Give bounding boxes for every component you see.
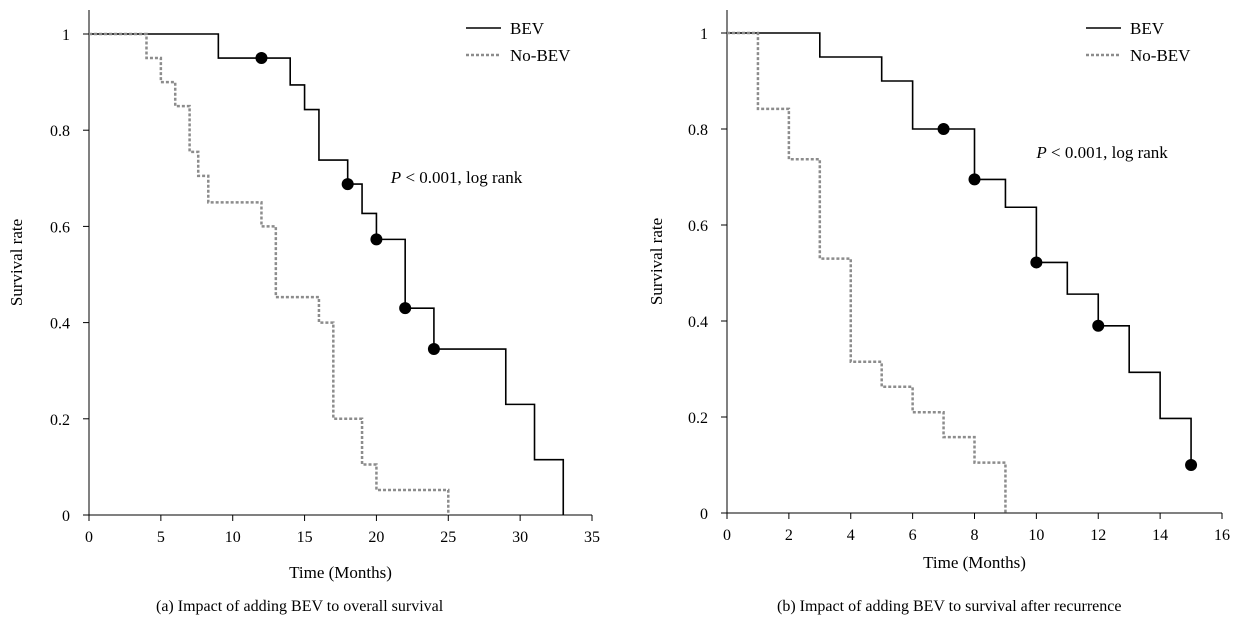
y-tick-label: 0.8 bbox=[50, 123, 70, 140]
y-tick-label: 0.8 bbox=[688, 122, 708, 139]
x-tick-label: 6 bbox=[909, 527, 917, 544]
x-tick-label: 10 bbox=[1028, 527, 1044, 544]
x-tick-label: 0 bbox=[723, 527, 731, 544]
x-tick-label: 12 bbox=[1090, 527, 1106, 544]
panel-b: 0 2 4 6 8 10 12 14 16 0 0.2 0.4 0.6 0.8 1 Time (Months)… bbox=[647, 10, 1230, 572]
censor-marker bbox=[1092, 319, 1105, 332]
series-line-bev bbox=[89, 33, 565, 515]
p-value-text: < 0.001, log rank bbox=[1047, 143, 1169, 162]
x-tick-label: 10 bbox=[225, 529, 241, 546]
y-tick-label: 0.4 bbox=[50, 316, 70, 333]
series-line-no-bev bbox=[89, 32, 450, 515]
caption-b: (b) Impact of adding BEV to survival aft… bbox=[777, 598, 1122, 615]
y-tick-label: 1 bbox=[700, 26, 708, 43]
p-value-text: < 0.001, log rank bbox=[401, 168, 523, 187]
x-tick-label: 14 bbox=[1152, 527, 1168, 544]
y-axis-label: Survival rate bbox=[7, 219, 26, 306]
x-tick-label: 16 bbox=[1214, 527, 1230, 544]
legend-label-bev: BEV bbox=[1130, 19, 1165, 38]
x-tick-label: 2 bbox=[785, 527, 793, 544]
y-tick-label: 0 bbox=[62, 508, 70, 525]
censor-marker bbox=[427, 343, 440, 356]
y-tick-label: 0.4 bbox=[688, 314, 708, 331]
x-axis-label: Time (Months) bbox=[923, 553, 1026, 572]
x-tick-label: 30 bbox=[512, 529, 528, 546]
x-tick-label: 20 bbox=[368, 529, 384, 546]
p-value-annotation: P < 0.001, log rank bbox=[1035, 143, 1168, 162]
x-tick-label: 25 bbox=[440, 529, 456, 546]
x-tick-label: 0 bbox=[85, 529, 93, 546]
panel-a: 0 5 10 15 20 25 30 35 0 0.2 0.4 0.6 0.8 1 Time (Months… bbox=[7, 10, 600, 582]
x-tick-label: 15 bbox=[297, 529, 313, 546]
legend-label-no-bev: No-BEV bbox=[510, 46, 571, 65]
x-axis-label: Time (Months) bbox=[289, 563, 392, 582]
p-value-symbol: P bbox=[390, 168, 401, 187]
caption-a: (a) Impact of adding BEV to overall surv… bbox=[156, 598, 444, 615]
censor-marker bbox=[399, 302, 412, 315]
censor-marker bbox=[255, 52, 268, 65]
y-tick-label: 0.6 bbox=[688, 218, 708, 235]
censor-marker bbox=[341, 178, 354, 191]
series-line-bev bbox=[727, 32, 1192, 465]
y-tick-label: 0.6 bbox=[50, 219, 70, 236]
x-tick-label: 5 bbox=[157, 529, 165, 546]
p-value-annotation: P < 0.001, log rank bbox=[390, 168, 523, 187]
y-tick-label: 0.2 bbox=[50, 412, 70, 429]
x-tick-label: 8 bbox=[971, 527, 979, 544]
x-tick-label: 4 bbox=[847, 527, 855, 544]
censor-marker bbox=[370, 233, 383, 246]
censor-marker bbox=[1030, 256, 1043, 269]
legend-label-bev: BEV bbox=[510, 19, 545, 38]
y-tick-label: 0.2 bbox=[688, 410, 708, 427]
series-line-no-bev bbox=[727, 31, 1007, 513]
censor-marker bbox=[937, 123, 950, 135]
censor-marker bbox=[968, 173, 981, 186]
x-tick-label: 35 bbox=[584, 529, 600, 546]
y-tick-label: 1 bbox=[62, 27, 70, 44]
y-axis-label: Survival rate bbox=[647, 218, 666, 305]
censor-marker bbox=[1185, 459, 1198, 471]
legend-label-no-bev: No-BEV bbox=[1130, 46, 1191, 65]
p-value-symbol: P bbox=[1035, 143, 1046, 162]
y-tick-label: 0 bbox=[700, 506, 708, 523]
